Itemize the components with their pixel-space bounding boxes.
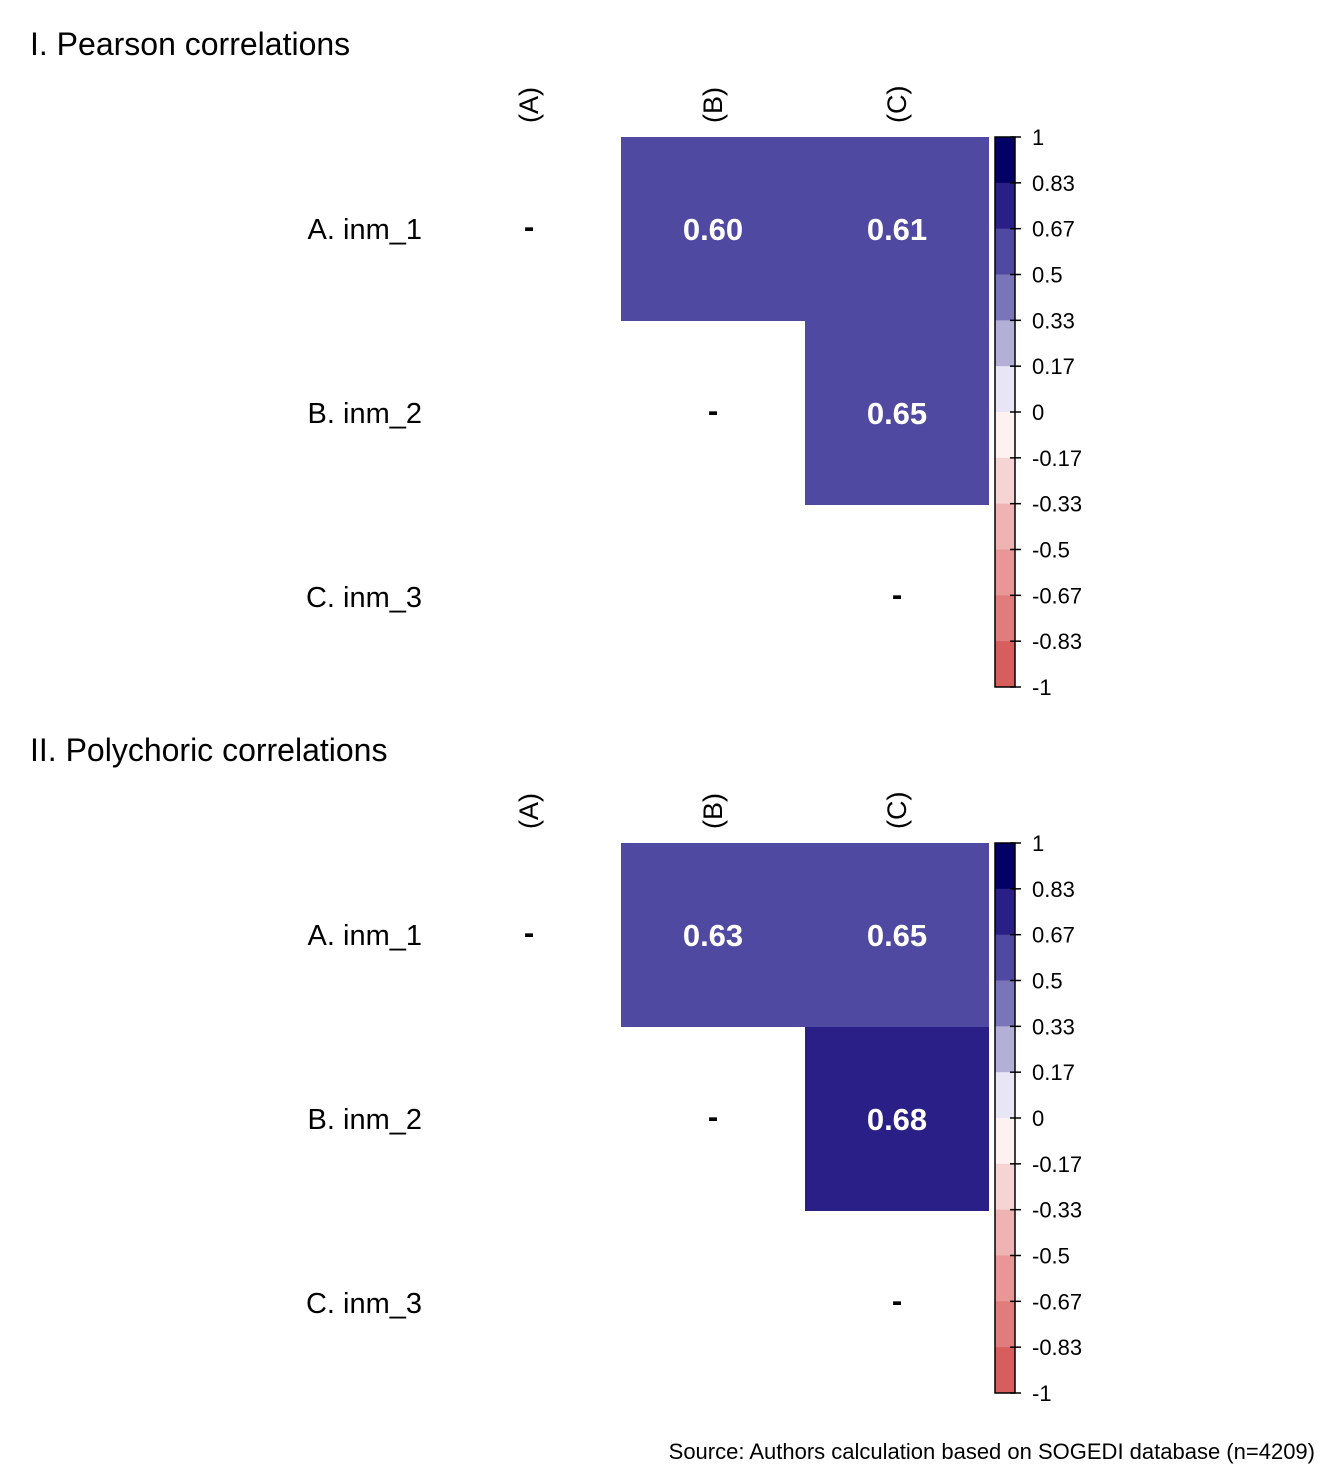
polychoric-cell (805, 1027, 989, 1211)
polychoric-legend-band (995, 888, 1015, 936)
pearson-cell (805, 137, 989, 321)
pearson-cell (805, 321, 989, 505)
pearson-legend-tick-label: -0.83 (1032, 629, 1082, 654)
polychoric-diagonal-mark: - (708, 1099, 718, 1134)
polychoric-legend-tick-label: -0.5 (1032, 1244, 1070, 1269)
pearson-cell-value: 0.65 (867, 396, 927, 431)
pearson-diagonal-mark: - (708, 393, 718, 428)
pearson-legend-band (995, 182, 1015, 230)
polychoric-legend-tick-label: -0.83 (1032, 1335, 1082, 1360)
polychoric-cell (621, 843, 805, 1027)
pearson-legend-band (995, 412, 1015, 459)
pearson-col-label: (C) (882, 86, 912, 123)
polychoric-cell (805, 843, 989, 1027)
polychoric-legend-band (995, 1209, 1015, 1256)
polychoric-legend-band (995, 934, 1015, 981)
polychoric-legend-tick-label: 1 (1032, 831, 1044, 856)
polychoric-legend-tick-label: 0.33 (1032, 1014, 1075, 1039)
pearson-col-label: (A) (514, 87, 544, 123)
polychoric-legend-band (995, 1072, 1015, 1119)
polychoric-diagonal-mark: - (892, 1283, 902, 1318)
pearson-legend-band (995, 274, 1015, 321)
pearson-legend-tick-label: 0.67 (1032, 217, 1075, 242)
pearson-legend-tick-label: 0.33 (1032, 308, 1075, 333)
pearson-diagonal-mark: - (524, 209, 534, 244)
pearson-legend-tick-label: 1 (1032, 125, 1044, 150)
polychoric-legend-tick-label: -1 (1032, 1381, 1052, 1406)
pearson-cell-value: 0.60 (683, 212, 743, 247)
polychoric-legend-tick-label: -0.17 (1032, 1152, 1082, 1177)
pearson-panel-title: I. Pearson correlations (30, 26, 350, 62)
pearson-row-label: A. inm_1 (308, 214, 422, 246)
pearson-legend-band (995, 595, 1015, 642)
polychoric-cell-value: 0.63 (683, 918, 743, 953)
polychoric-legend-tick-label: 0 (1032, 1106, 1044, 1131)
polychoric-legend-band (995, 1301, 1015, 1348)
polychoric-legend-tick-label: -0.33 (1032, 1198, 1082, 1223)
polychoric-panel: II. Polychoric correlations (A) (B) (C) A. … (30, 732, 1082, 1406)
pearson-legend-tick-label: -0.33 (1032, 492, 1082, 517)
source-note: Source: Authors calculation based on SOG… (669, 1439, 1315, 1464)
polychoric-col-label: (C) (882, 792, 912, 829)
polychoric-cell-value: 0.68 (867, 1102, 927, 1137)
pearson-row-label: C. inm_3 (306, 582, 422, 614)
polychoric-row-label: C. inm_3 (306, 1288, 422, 1320)
polychoric-legend-band (995, 1026, 1015, 1073)
pearson-legend-tick-label: -0.17 (1032, 446, 1082, 471)
polychoric-legend-band (995, 1118, 1015, 1165)
polychoric-row-label: B. inm_2 (308, 1104, 422, 1136)
pearson-legend-band (995, 503, 1015, 550)
pearson-legend-band (995, 366, 1015, 413)
polychoric-legend-tick-label: 0.67 (1032, 923, 1075, 948)
pearson-legend-tick-label: 0.5 (1032, 263, 1063, 288)
pearson-row-label: B. inm_2 (308, 398, 422, 430)
polychoric-cell-value: 0.65 (867, 918, 927, 953)
polychoric-row-label: A. inm_1 (308, 920, 422, 952)
pearson-legend-tick-label: -0.67 (1032, 583, 1082, 608)
pearson-legend-band (995, 549, 1015, 596)
polychoric-legend-band (995, 843, 1015, 890)
polychoric-legend-band (995, 1163, 1015, 1211)
pearson-legend-band (995, 457, 1015, 505)
pearson-legend-tick-label: 0.17 (1032, 354, 1075, 379)
pearson-legend-band (995, 320, 1015, 367)
pearson-legend-tick-label: 0 (1032, 400, 1044, 425)
pearson-cell-value: 0.61 (867, 212, 927, 247)
pearson-diagonal-mark: - (892, 577, 902, 612)
pearson-legend-tick-label: 0.83 (1032, 171, 1075, 196)
polychoric-panel-title: II. Polychoric correlations (30, 732, 387, 768)
pearson-legend-band (995, 641, 1015, 688)
polychoric-diagonal-mark: - (524, 915, 534, 950)
pearson-legend-tick-label: -0.5 (1032, 538, 1070, 563)
polychoric-col-label: (A) (514, 793, 544, 829)
polychoric-col-label: (B) (698, 793, 728, 829)
polychoric-legend-tick-label: 0.83 (1032, 877, 1075, 902)
pearson-legend-tick-label: -1 (1032, 675, 1052, 700)
polychoric-legend-band (995, 980, 1015, 1027)
pearson-cell (621, 137, 805, 321)
pearson-legend-band (995, 228, 1015, 275)
pearson-panel: I. Pearson correlations (A) (B) (C) A. inm_… (30, 26, 1082, 700)
polychoric-legend-band (995, 1347, 1015, 1394)
polychoric-legend-band (995, 1255, 1015, 1302)
polychoric-legend-tick-label: 0.17 (1032, 1060, 1075, 1085)
pearson-legend-band (995, 137, 1015, 184)
polychoric-legend-tick-label: -0.67 (1032, 1289, 1082, 1314)
pearson-col-label: (B) (698, 87, 728, 123)
polychoric-legend-tick-label: 0.5 (1032, 969, 1063, 994)
